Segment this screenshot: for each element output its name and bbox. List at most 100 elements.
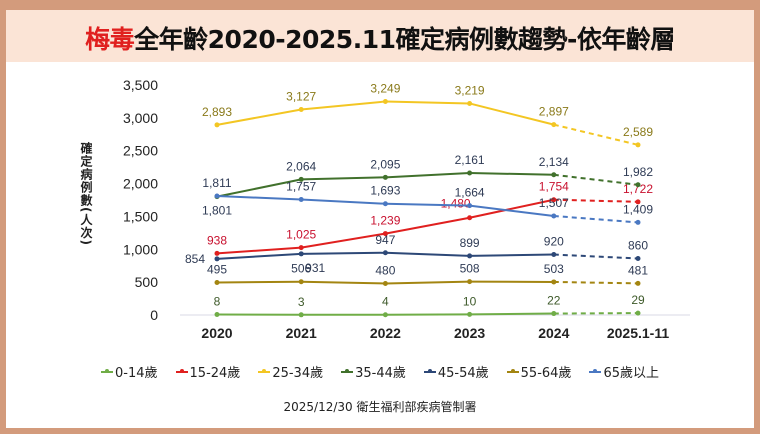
series-line-segment — [301, 100, 386, 111]
legend-item: 45-54歲 — [423, 362, 489, 381]
series-line-segment — [301, 280, 386, 285]
data-label: 1,409 — [623, 202, 653, 216]
data-point — [635, 182, 641, 188]
data-point — [467, 311, 473, 317]
series-line-segment — [216, 108, 302, 126]
y-tick-label: 2,500 — [123, 143, 158, 159]
x-tick-label: 2020 — [201, 325, 232, 341]
legend-label: 0-14歲 — [115, 366, 158, 381]
data-label: 1,693 — [370, 184, 400, 198]
data-point — [382, 280, 388, 286]
data-label: 1,480 — [441, 197, 471, 211]
data-point — [214, 279, 220, 285]
data-label: 3,127 — [286, 90, 316, 104]
data-point — [214, 193, 220, 199]
data-point — [382, 231, 388, 237]
data-label: 4 — [382, 295, 389, 309]
data-label: 8 — [214, 294, 221, 308]
data-label: 495 — [207, 262, 227, 276]
data-point — [298, 245, 304, 251]
data-point — [298, 251, 304, 257]
series-line-segment — [385, 280, 470, 285]
series-line-segment — [385, 251, 470, 257]
y-tick-label: 1,000 — [123, 241, 158, 257]
series-line-segment — [385, 216, 470, 235]
data-point — [382, 98, 388, 104]
legend-label: 15-24歲 — [189, 366, 241, 381]
data-label: 2,897 — [539, 105, 569, 119]
data-point — [551, 311, 557, 317]
data-label: 1,757 — [286, 180, 316, 194]
data-point — [635, 310, 641, 316]
data-point — [467, 253, 473, 259]
data-label: 1,722 — [623, 182, 653, 196]
data-label: 3,219 — [455, 83, 485, 97]
series-line-segment — [553, 253, 639, 260]
data-label: 938 — [207, 233, 227, 247]
series-line-segment — [216, 194, 302, 201]
legend-swatch — [589, 368, 602, 373]
data-point — [635, 280, 641, 286]
legend-item: 35-44歲 — [341, 362, 406, 381]
data-point — [298, 312, 304, 318]
series-line-segment — [216, 178, 302, 198]
legend-swatch — [101, 368, 114, 373]
data-point — [467, 203, 473, 209]
title-band — [6, 10, 754, 62]
data-point — [382, 201, 388, 207]
y-tick-label: 3,000 — [123, 110, 158, 126]
x-tick-label: 2025.1-11 — [607, 325, 669, 341]
legend-item: 0-14歲 — [101, 362, 158, 381]
chart-panel: 梅毒全年齡2020-2025.11確定病例數趨勢-依年齡層 — [6, 10, 754, 428]
legend: 0-14歲 15-24歲 25-34歲 35-44歲 45-54歲 55-64歲 65歲以上 — [0, 362, 760, 381]
data-label: 1,801 — [202, 204, 232, 218]
series-line-segment — [301, 251, 386, 255]
data-label: 506 — [291, 262, 311, 276]
source-note: 2025/12/30 衛生福利部疾病管制署 — [283, 400, 477, 414]
data-label: 1,507 — [539, 196, 569, 210]
data-point — [298, 176, 304, 182]
series-line-segment — [385, 171, 470, 179]
series-line-segment — [469, 198, 555, 219]
title-highlight: 梅毒 — [85, 25, 135, 54]
data-label: 1,811 — [202, 176, 231, 190]
data-point — [467, 170, 473, 176]
y-axis-label: 確定病例數(人次) — [79, 142, 93, 246]
data-label: 2,161 — [455, 153, 485, 167]
series-line-segment — [469, 204, 554, 217]
data-label: 1,754 — [539, 180, 569, 194]
y-tick-label: 1,500 — [123, 208, 158, 224]
data-point — [635, 219, 641, 225]
data-point — [551, 252, 557, 258]
series-line-segment — [301, 198, 386, 205]
data-point — [298, 197, 304, 203]
series-line-segment — [385, 202, 470, 207]
data-point — [635, 199, 641, 205]
y-tick-label: 0 — [150, 307, 158, 323]
data-label: 1,982 — [623, 165, 653, 179]
legend-swatch — [506, 368, 519, 373]
data-label: 860 — [628, 238, 648, 252]
series-line-segment — [469, 102, 555, 126]
data-label: 508 — [460, 262, 480, 276]
data-label: 2,134 — [539, 155, 569, 169]
series-line-segment — [216, 246, 302, 255]
data-point — [382, 312, 388, 318]
data-label: 481 — [628, 263, 648, 277]
legend-item: 15-24歲 — [175, 362, 241, 381]
series-line-segment — [216, 280, 302, 284]
x-tick-label: 2021 — [286, 325, 317, 341]
legend-label: 25-34歲 — [272, 366, 324, 381]
data-label: 854 — [185, 252, 205, 266]
data-label: 920 — [544, 235, 564, 249]
data-label: 2,893 — [202, 105, 232, 119]
legend-item: 55-64歲 — [506, 362, 571, 381]
series-line-segment — [553, 123, 639, 146]
data-label: 22 — [547, 294, 561, 308]
data-point — [214, 256, 220, 262]
data-label: 10 — [463, 294, 477, 308]
data-label: 3,249 — [370, 81, 400, 95]
data-point — [467, 279, 473, 285]
data-point — [298, 107, 304, 113]
